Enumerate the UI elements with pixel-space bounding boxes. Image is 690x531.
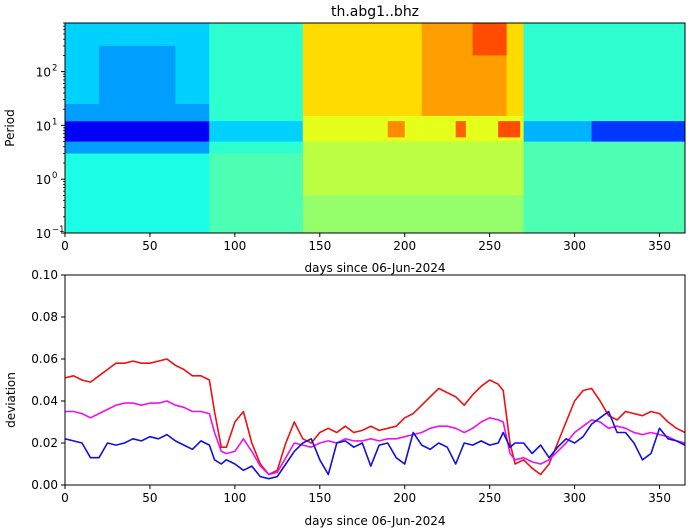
x-tick-label: 250 bbox=[478, 491, 501, 505]
x-tick-label: 250 bbox=[478, 239, 501, 253]
heatmap-cell bbox=[472, 23, 507, 56]
x-tick-label: 100 bbox=[223, 491, 246, 505]
heatmap-cell bbox=[65, 153, 210, 233]
deviation-y-ticks: 0.00 0.02 0.04 0.06 0.08 0.10 bbox=[31, 268, 65, 492]
heatmap-cells bbox=[65, 23, 685, 233]
heatmap-cell bbox=[65, 103, 210, 122]
heatmap-cell bbox=[302, 195, 524, 233]
deviation-lines bbox=[64, 358, 686, 480]
heatmap-cell bbox=[523, 141, 685, 233]
x-tick-label: 50 bbox=[142, 239, 157, 253]
y-tick-label: 0.04 bbox=[31, 394, 58, 408]
heatmap-cell bbox=[387, 121, 405, 138]
x-tick-label: 200 bbox=[393, 491, 416, 505]
heatmap-x-ticks: 0 50 100 150 200 250 300 350 bbox=[61, 233, 671, 253]
heatmap-cell bbox=[498, 121, 521, 138]
heatmap-cell bbox=[591, 121, 685, 142]
x-tick-label: 150 bbox=[308, 239, 331, 253]
y-tick-label: 0.06 bbox=[31, 352, 58, 366]
x-tick-label: 300 bbox=[563, 491, 586, 505]
y-tick-label: 10 bbox=[36, 119, 51, 133]
deviation-panel: 0 50 100 150 200 250 300 350 0.000.020.040.060.… bbox=[4, 268, 686, 528]
heatmap-cell bbox=[455, 121, 466, 138]
y-tick-label: 10 bbox=[36, 227, 51, 241]
y-tick-exponent: 1 bbox=[52, 117, 57, 127]
heatmap-y-label: Period bbox=[3, 109, 17, 146]
heatmap-cell bbox=[302, 115, 524, 142]
y-tick-label: 0.08 bbox=[31, 310, 58, 324]
heatmap-x-label: days since 06-Jun-2024 bbox=[304, 261, 445, 275]
heatmap-cell bbox=[98, 45, 176, 104]
x-tick-label: 150 bbox=[308, 491, 331, 505]
x-tick-label: 350 bbox=[648, 491, 671, 505]
deviation-series-line bbox=[64, 410, 686, 480]
y-tick-label: 0.10 bbox=[31, 268, 58, 282]
x-tick-label: 0 bbox=[61, 239, 69, 253]
x-tick-label: 350 bbox=[648, 239, 671, 253]
heatmap-cell bbox=[523, 23, 685, 122]
heatmap-cell bbox=[209, 121, 303, 142]
deviation-frame bbox=[64, 274, 686, 486]
deviation-y-label: deviation bbox=[4, 372, 18, 428]
x-tick-label: 300 bbox=[563, 239, 586, 253]
heatmap-cell bbox=[65, 141, 210, 154]
y-tick-exponent: −1 bbox=[52, 225, 65, 235]
deviation-x-ticks: 0 50 100 150 200 250 300 350 bbox=[61, 485, 671, 505]
x-tick-label: 50 bbox=[142, 491, 157, 505]
y-tick-label: 0.00 bbox=[31, 478, 58, 492]
y-tick-label: 10 bbox=[36, 66, 51, 80]
y-tick-label: 0.02 bbox=[31, 436, 58, 450]
heatmap-cell bbox=[302, 141, 524, 196]
deviation-series-line bbox=[64, 358, 686, 476]
heatmap-cell bbox=[209, 153, 303, 233]
deviation-series-line bbox=[65, 400, 686, 476]
heatmap-cell bbox=[65, 121, 210, 142]
x-tick-label: 200 bbox=[393, 239, 416, 253]
y-tick-exponent: 0 bbox=[52, 171, 57, 181]
x-tick-label: 100 bbox=[223, 239, 246, 253]
y-tick-exponent: 2 bbox=[52, 64, 57, 74]
deviation-x-label: days since 06-Jun-2024 bbox=[304, 514, 445, 528]
x-tick-label: 0 bbox=[61, 491, 69, 505]
figure-title: th.abg1..bhz bbox=[331, 4, 419, 20]
y-tick-label: 10 bbox=[36, 173, 51, 187]
